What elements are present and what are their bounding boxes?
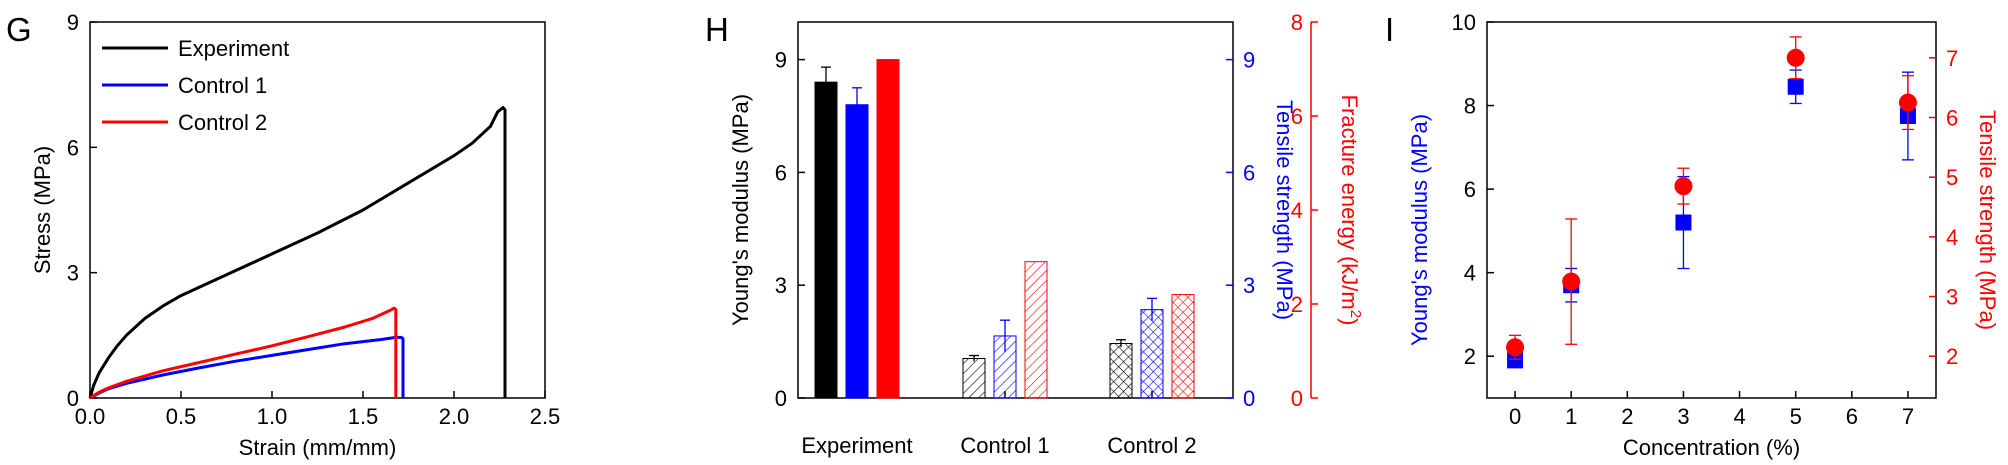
y-tick-label-right: 3 [1243,273,1255,298]
data-point-circle [1674,177,1693,196]
y-axis-label: Young's modulus (MPa) [728,94,753,326]
label-end: ) [1337,318,1362,325]
panel-letter-g: G [6,11,32,48]
label-main: Fracture energy (kJ/m [1337,95,1362,310]
x-tick-label: 0.0 [75,404,106,429]
bar [814,81,838,399]
y-tick-label: 4 [1464,261,1476,286]
bar [1109,342,1133,399]
y-tick-label-offset: 2 [1291,292,1303,317]
data-point-square [1507,352,1524,369]
y-tick-label-right: 3 [1946,285,1958,310]
x-tick-label: 7 [1902,404,1914,429]
category-label: Control 1 [960,433,1049,458]
y-tick-label-right: 9 [1243,48,1255,73]
y-tick-label: 0 [775,386,787,411]
bar [1024,261,1048,399]
x-tick-label: 3 [1677,404,1689,429]
plot-frame [1486,21,1937,399]
y-tick-label-offset: 6 [1291,104,1303,129]
label-superscript: 2 [1347,310,1364,318]
x-tick-label: 0.5 [166,404,197,429]
bar [962,358,986,399]
x-axis-label: Strain (mm/mm) [239,435,397,460]
x-tick-label: 0 [1509,404,1521,429]
data-point-square [1787,78,1804,95]
category-label: Control 2 [1107,433,1196,458]
y-tick-label: 6 [1464,177,1476,202]
x-tick-label: 6 [1846,404,1858,429]
y-tick-label: 9 [775,48,787,73]
x-tick-label: 4 [1733,404,1745,429]
y-tick-label: 9 [67,10,79,35]
x-tick-label: 2.0 [439,404,470,429]
y-tick-label: 0 [67,386,79,411]
y-axis-label-right: Tensile strength (MPa) [1975,110,2000,330]
y-axis-label: Young's modulus (MPa) [1407,114,1432,346]
y-tick-label-right: 0 [1243,386,1255,411]
y-tick-label: 10 [1452,10,1476,35]
panel-g: G 0.0 0.5 1.0 1.5 2.0 2.5 0 3 6 9 Strain (mm/mm) Str… [6,10,560,460]
y-tick-label-offset: 4 [1291,198,1303,223]
x-tick-label: 2 [1621,404,1633,429]
y-tick-label-right: 6 [1946,105,1958,130]
panel-h: H 0 3 6 9 Young's modulus (MPa) 0 3 6 9 Tensile st… [705,10,1364,458]
y-tick-label-offset: 8 [1291,10,1303,35]
legend-label: Control 2 [178,110,267,135]
y-tick-label-right: 6 [1243,160,1255,185]
y-tick-label-right: 2 [1946,344,1958,369]
y-tick-label: 6 [775,160,787,185]
series-line [89,306,398,400]
y-tick-label: 2 [1464,344,1476,369]
series-line [88,106,507,399]
y-tick-label: 3 [775,273,787,298]
bar [1171,294,1195,399]
x-tick-label: 5 [1790,404,1802,429]
y-tick-label: 6 [67,135,79,160]
legend-label: Control 1 [178,73,267,98]
y-tick-label: 3 [67,261,79,286]
plot-frame [89,21,546,399]
data-point-circle [1506,338,1525,357]
x-axis-label: Concentration (%) [1623,435,1800,460]
panel-i: I 0 1 2 3 4 5 6 7 Concentration (%) 2 4 6 8 10 Young's … [1385,10,2000,460]
data-point-circle [1562,272,1581,291]
y-tick-label-right: 5 [1946,165,1958,190]
series-line [89,335,405,400]
panel-letter-i: I [1385,11,1394,48]
y-axis-label: Stress (MPa) [30,146,55,274]
y-tick-label-right: 7 [1946,46,1958,71]
x-tick-label: 2.5 [530,404,561,429]
panel-letter-h: H [705,11,729,48]
category-label: Experiment [801,433,912,458]
x-tick-label: 1 [1565,404,1577,429]
y-axis-label-right: Tensile strength (MPa) [1272,100,1297,320]
data-point-square [1675,214,1692,231]
y-tick-label-right: 4 [1946,225,1958,250]
bar [845,104,869,399]
y-tick-label: 8 [1464,94,1476,119]
data-point-circle [1898,93,1917,112]
y-tick-label-offset: 0 [1291,386,1303,411]
x-tick-label: 1.0 [257,404,288,429]
data-point-circle [1786,48,1805,67]
legend-label: Experiment [178,36,289,61]
bar [876,59,900,399]
x-tick-label: 1.5 [348,404,379,429]
y-axis-label-offset: Fracture energy (kJ/m2) [1337,95,1364,326]
bar [1140,309,1164,399]
